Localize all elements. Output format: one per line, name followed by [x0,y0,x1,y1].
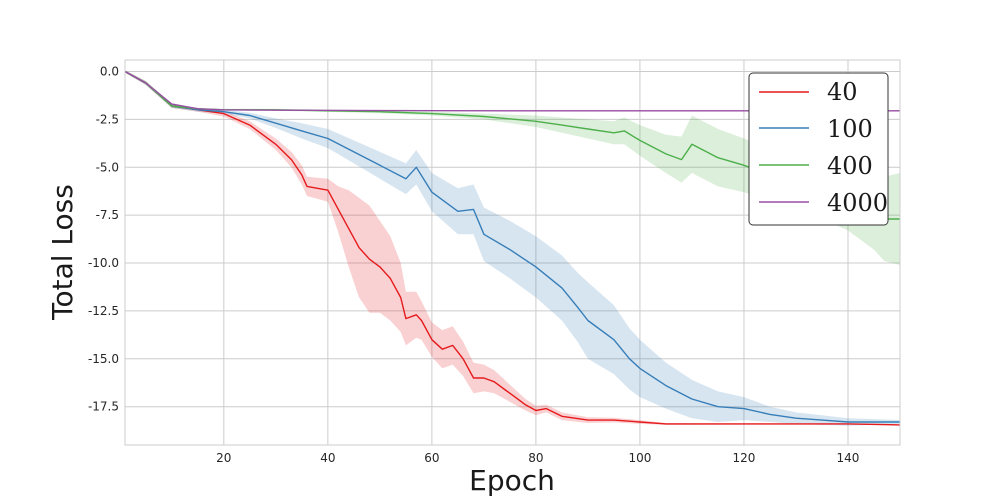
x-tick-label: 60 [424,451,439,465]
legend-label-4000: 4000 [827,189,888,217]
legend-entry-400: 400 [759,152,873,180]
legend-entry-40: 40 [759,78,858,106]
x-tick-label: 20 [216,451,231,465]
x-tick-label: 140 [837,451,860,465]
legend-label-40: 40 [827,78,858,106]
series-line-100 [124,70,900,423]
y-tick-label: -10.0 [88,256,119,270]
x-axis-label: Epoch [469,464,555,497]
y-tick-label: -15.0 [88,352,119,366]
x-tick-labels: 20 40 60 80 100 120 140 [216,451,859,465]
band-100 [125,70,900,426]
x-tick-label: 120 [733,451,756,465]
y-tick-label: -17.5 [88,400,119,414]
x-tick-label: 40 [320,451,335,465]
y-tick-label: -7.5 [96,208,119,222]
legend-box [748,72,889,226]
y-tick-label: -5.0 [96,160,119,174]
y-tick-label: -2.5 [96,112,119,126]
series-line-4000 [124,70,900,112]
y-tick-label: -12.5 [88,304,119,318]
series-line-40 [124,70,901,426]
plot-frame [124,59,901,446]
legend-entry-100: 100 [759,115,873,143]
legend: 40 100 400 4000 [748,72,889,226]
confidence-bands [125,70,900,426]
y-axis-label: Total Loss [46,184,79,321]
y-tick-labels: 0.0 -2.5 -5.0 -7.5 -10.0 -12.5 -15.0 -17.5 [88,64,119,413]
band-400 [125,70,900,265]
x-tick-label: 100 [628,451,651,465]
legend-label-100: 100 [827,115,873,143]
legend-entry-4000: 4000 [759,189,888,217]
x-tick-label: 80 [528,451,543,465]
legend-label-400: 400 [827,152,873,180]
y-tick-label: 0.0 [100,64,119,78]
